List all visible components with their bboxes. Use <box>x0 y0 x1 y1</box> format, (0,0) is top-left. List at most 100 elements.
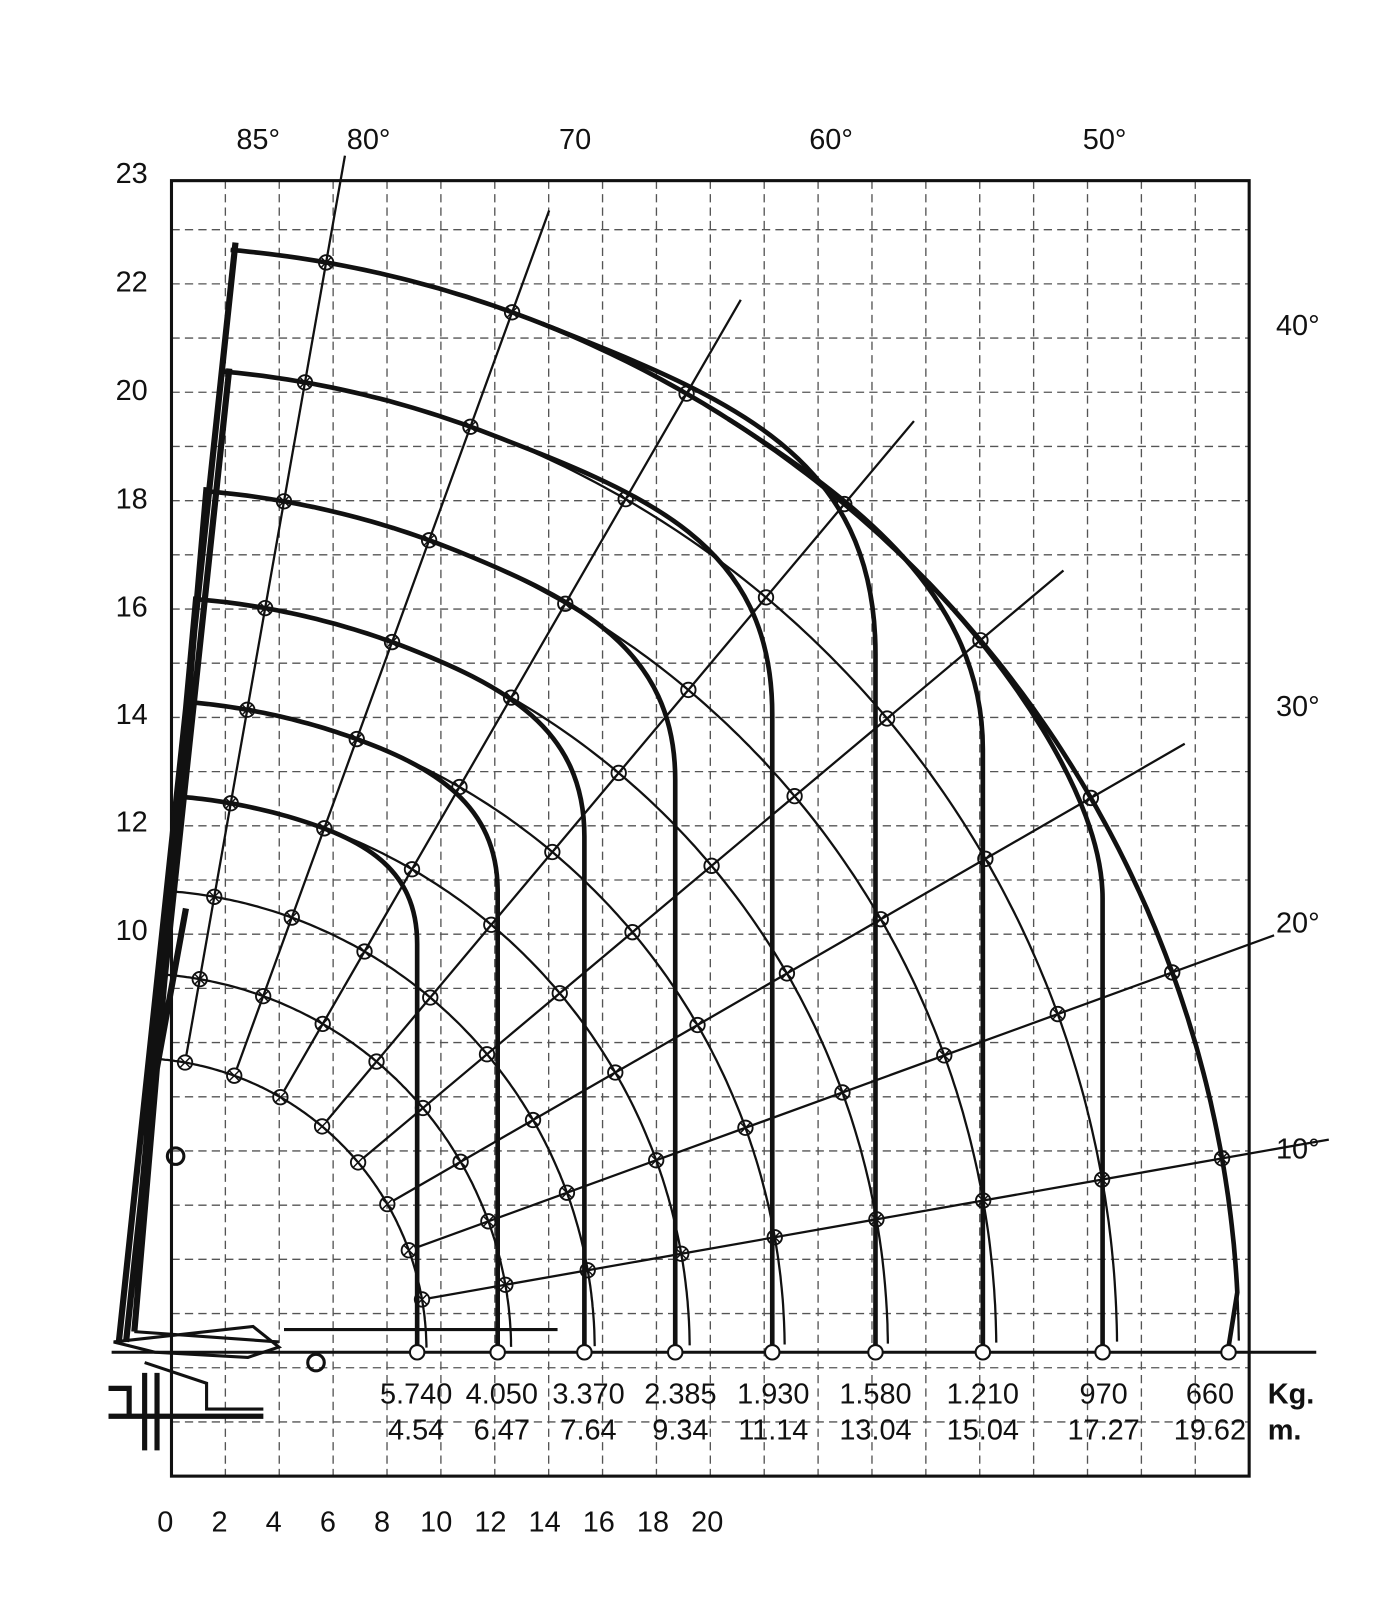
marker <box>313 1118 331 1135</box>
load-value: 1.930 <box>737 1378 809 1410</box>
marker-cross <box>546 846 559 858</box>
crane-base <box>108 242 558 1451</box>
marker-cross <box>481 1048 493 1060</box>
labels: 23 22 20 18 16 14 12 10 0 2 4 6 8 10 12 14 16 18 20 85° 80° 7… <box>116 124 1320 1538</box>
marker-cross <box>208 891 220 903</box>
angle-label: 85° <box>236 124 280 156</box>
ground-marker <box>576 1344 593 1361</box>
marker <box>206 888 223 905</box>
marker <box>703 857 720 874</box>
x-tick-label: 12 <box>474 1506 506 1538</box>
marker <box>1049 1005 1066 1023</box>
marker <box>255 987 272 1005</box>
marker <box>558 1184 576 1201</box>
marker-cross <box>194 973 206 985</box>
ground-marker <box>1220 1344 1237 1361</box>
marker <box>786 787 803 805</box>
marker <box>1164 964 1181 981</box>
y-tick-label: 23 <box>116 158 148 190</box>
marker <box>368 1053 385 1070</box>
y-tick-label: 10 <box>116 915 148 947</box>
angle-label: 10° <box>1276 1134 1320 1166</box>
radius-value: 6.47 <box>474 1414 530 1446</box>
marker-cross <box>705 860 718 872</box>
marker <box>191 970 208 988</box>
marker <box>272 1089 289 1106</box>
radius-value: 11.14 <box>738 1414 808 1446</box>
marker-cross <box>370 1055 383 1068</box>
radius-value: 17.27 <box>1067 1414 1139 1446</box>
radius-value: 13.04 <box>839 1414 911 1446</box>
ground-marker <box>1094 1344 1111 1361</box>
marker-cross <box>626 926 639 938</box>
radius-value: 19.62 <box>1174 1414 1246 1446</box>
x-tick-label: 14 <box>529 1506 561 1538</box>
marker <box>977 850 994 867</box>
marker <box>462 418 479 435</box>
angle-line <box>415 934 1275 1249</box>
marker <box>356 943 373 960</box>
marker <box>349 1154 367 1171</box>
marker <box>503 304 521 321</box>
load-value: 2.385 <box>644 1378 716 1410</box>
x-tick-label: 16 <box>583 1506 615 1538</box>
marker <box>778 965 796 982</box>
marker-cross <box>781 967 793 980</box>
x-tick-label: 8 <box>374 1506 390 1538</box>
unit-label: Kg. <box>1268 1378 1315 1410</box>
marker-cross <box>417 1102 429 1114</box>
marker-cross <box>406 863 418 875</box>
ground-marker <box>974 1344 992 1361</box>
marker <box>478 1046 496 1063</box>
marker <box>524 1111 542 1129</box>
marker <box>648 1152 665 1169</box>
working-range <box>159 155 1329 1361</box>
ground-marker <box>867 1344 884 1361</box>
marker <box>834 1084 851 1101</box>
marker-cross <box>691 1019 704 1031</box>
marker-cross <box>482 1215 495 1227</box>
marker <box>226 1067 243 1084</box>
marker-cross <box>499 1279 512 1291</box>
marker-cross <box>317 1018 329 1030</box>
ground-marker <box>489 1344 506 1361</box>
marker <box>383 633 401 651</box>
angle-label: 80° <box>347 124 391 156</box>
marker <box>972 632 989 649</box>
marker <box>579 1262 596 1279</box>
marker-cross <box>485 919 497 931</box>
unit-label: m. <box>1268 1414 1302 1446</box>
angle-line <box>235 210 551 1070</box>
marker <box>757 589 775 606</box>
marker <box>348 730 365 748</box>
x-tick-label: 2 <box>211 1506 227 1538</box>
marker-cross <box>650 1154 662 1166</box>
marker <box>607 1064 624 1081</box>
angle-label: 20° <box>1276 908 1320 940</box>
marker-cross <box>1052 1008 1064 1020</box>
x-tick-label: 20 <box>691 1506 723 1538</box>
marker <box>413 1291 431 1308</box>
ground-marker <box>764 1344 781 1361</box>
marker-cross <box>316 1120 328 1133</box>
marker <box>551 985 568 1002</box>
angle-line <box>185 155 347 1056</box>
envelope <box>182 794 420 1348</box>
radius-value: 4.54 <box>388 1414 444 1446</box>
marker <box>314 1015 331 1033</box>
load-value: 1.580 <box>839 1378 911 1410</box>
marker-cross <box>682 684 695 696</box>
x-tick-label: 10 <box>420 1506 452 1538</box>
load-value: 3.370 <box>552 1378 624 1410</box>
radius-value: 15.04 <box>947 1414 1019 1446</box>
marker-cross <box>403 1244 415 1256</box>
y-tick-label: 20 <box>116 375 148 407</box>
marker-cross <box>179 1056 191 1069</box>
marker-cross <box>352 1156 364 1169</box>
load-value: 660 <box>1186 1378 1234 1410</box>
marker <box>766 1229 783 1246</box>
marker <box>420 532 438 549</box>
x-tick-label: 4 <box>266 1506 282 1538</box>
marker <box>737 1119 754 1136</box>
y-tick-label: 14 <box>116 699 148 731</box>
